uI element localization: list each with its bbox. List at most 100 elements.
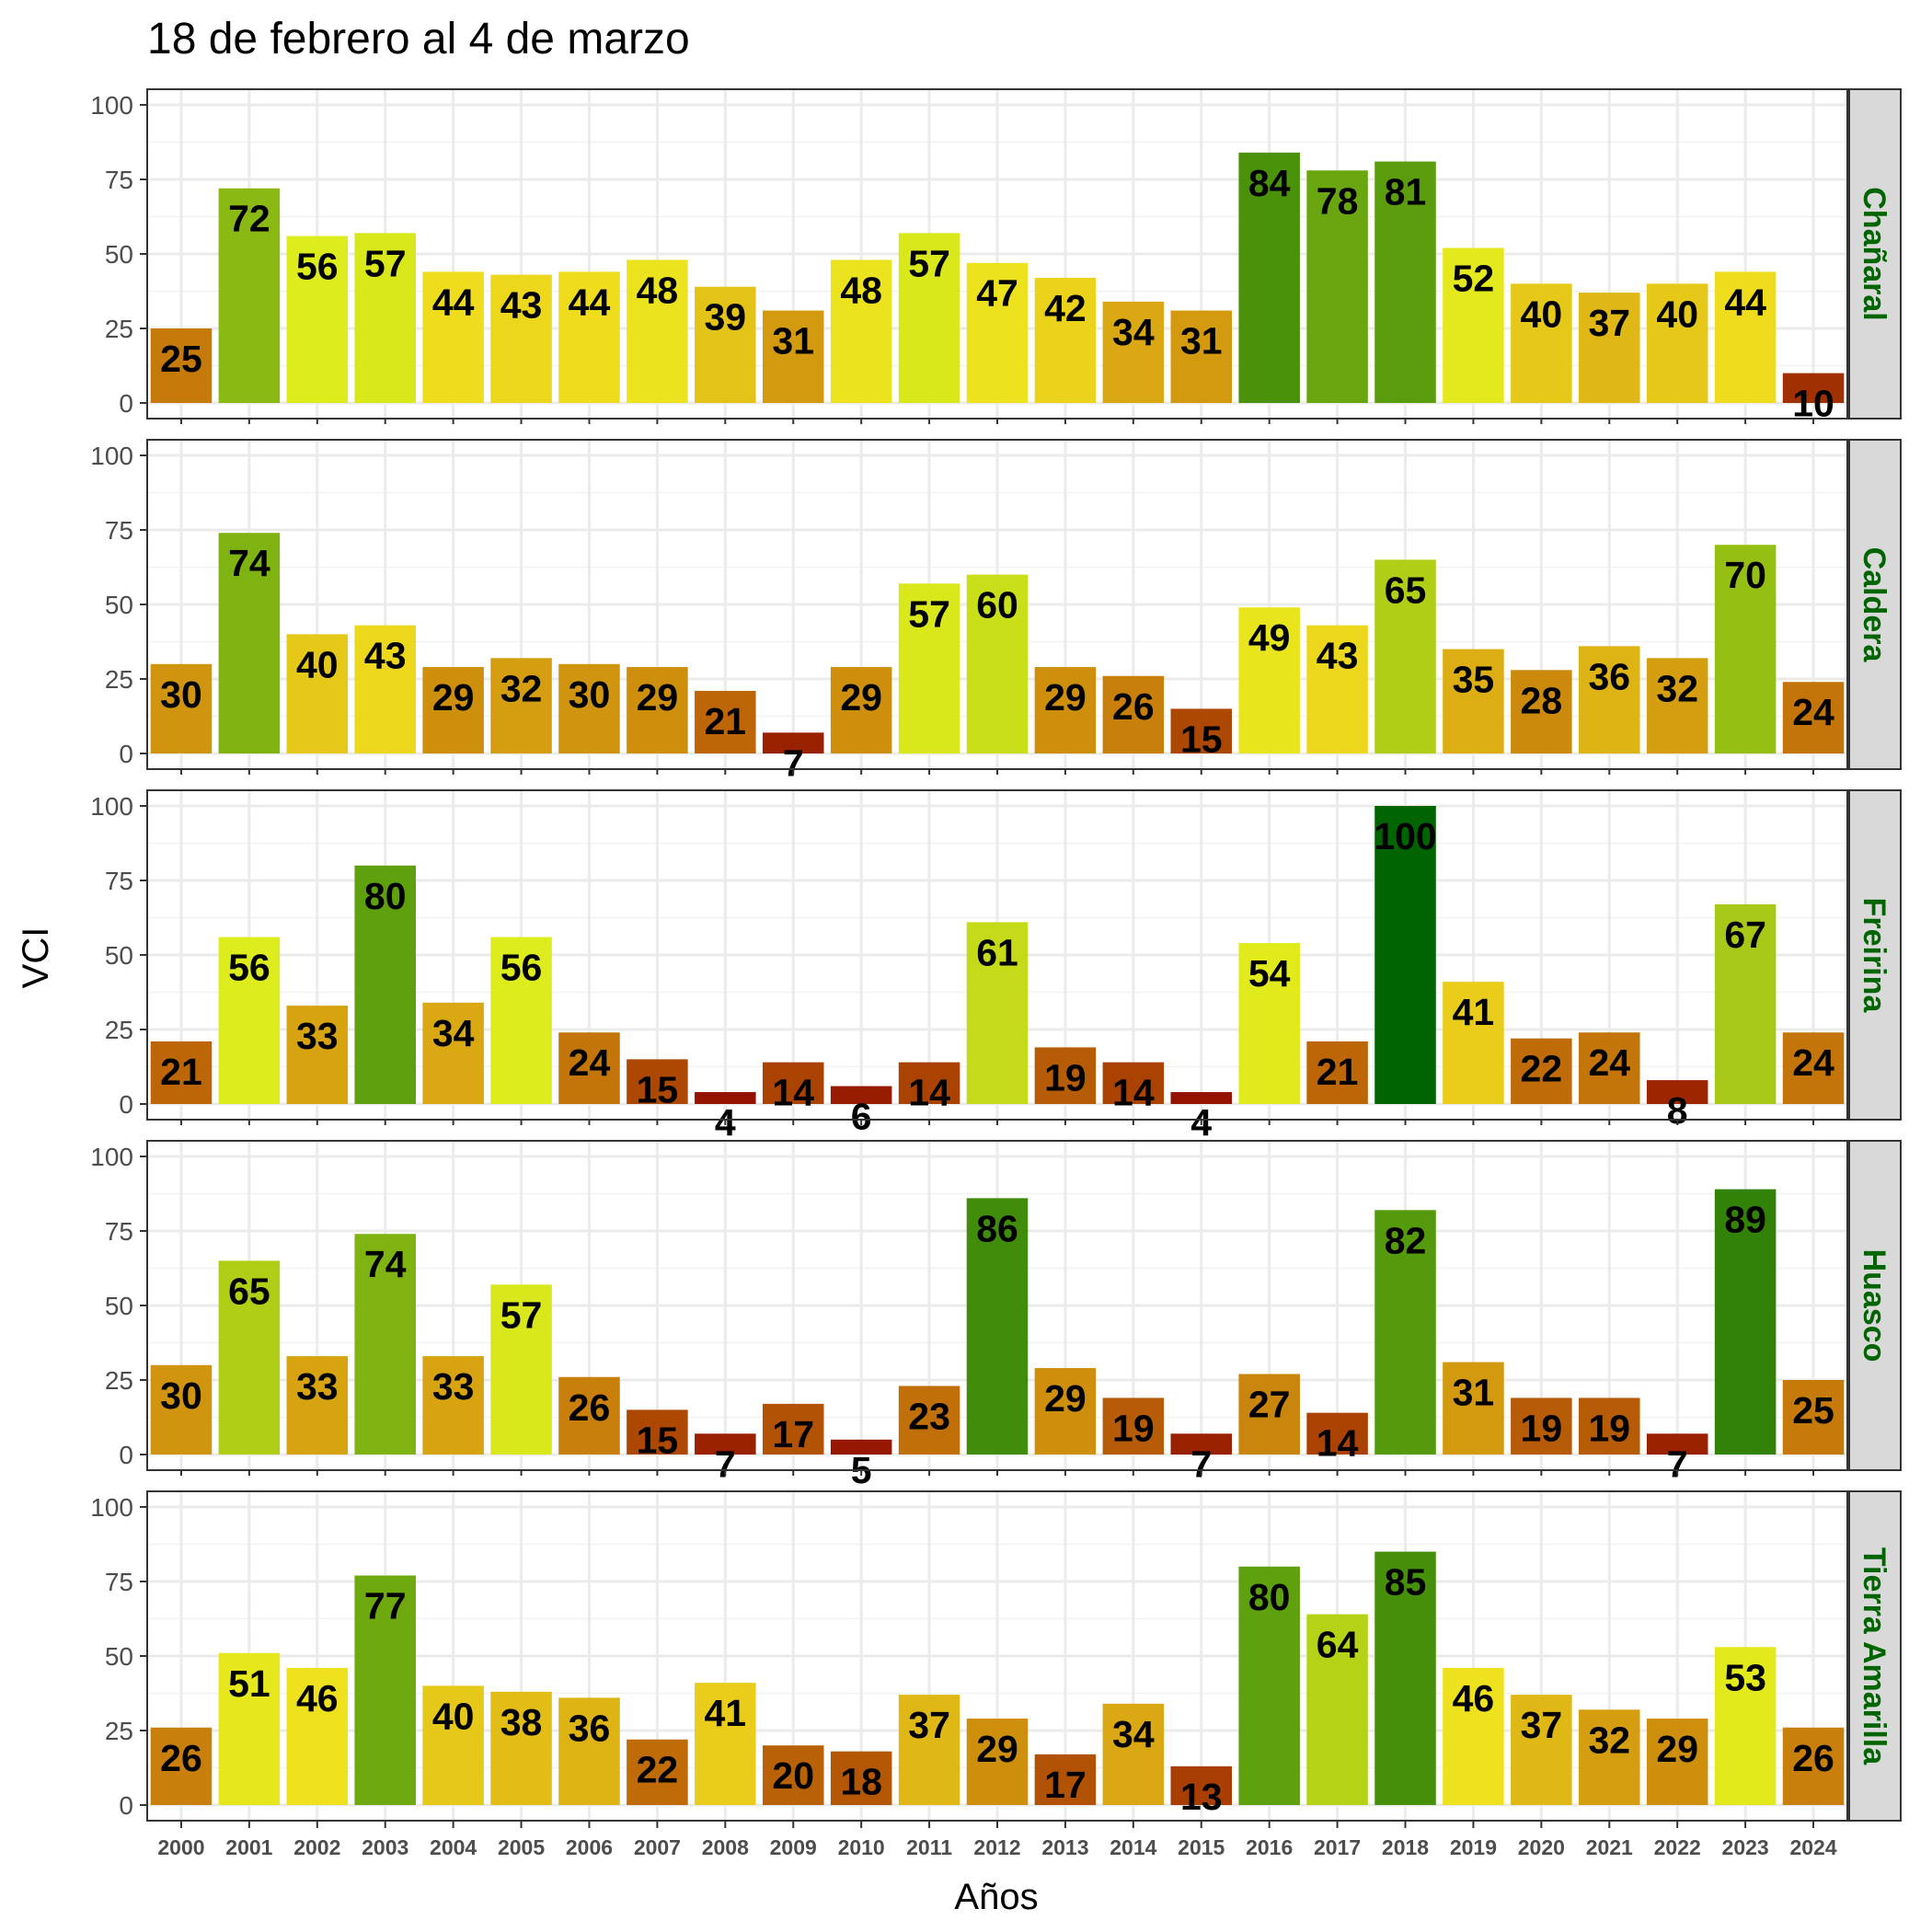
bar xyxy=(762,732,824,753)
bar-value-label: 26 xyxy=(160,1737,202,1779)
bar xyxy=(1714,1189,1777,1455)
facet-strip-label: Chañaral xyxy=(1857,187,1892,321)
bar-value-label: 21 xyxy=(705,700,747,742)
bar xyxy=(1034,1368,1097,1455)
bar xyxy=(422,271,484,403)
x-tick-label: 2002 xyxy=(293,1835,340,1859)
bar xyxy=(898,583,960,753)
bar xyxy=(1579,293,1640,403)
y-tick-label: 75 xyxy=(105,1568,133,1596)
bar-value-label: 21 xyxy=(160,1051,202,1093)
bar xyxy=(898,1386,960,1455)
bar-value-label: 56 xyxy=(500,947,543,989)
bar xyxy=(1443,982,1504,1104)
x-tick-label: 2018 xyxy=(1382,1835,1429,1859)
y-tick-label: 0 xyxy=(119,1791,133,1820)
bar xyxy=(1511,670,1572,753)
bar xyxy=(966,1719,1029,1805)
bar xyxy=(1646,1719,1708,1805)
bar-value-label: 39 xyxy=(705,296,747,339)
panel-1: 30 74 40 43 29 32 30 29 21 7 29 57 60 29 26 15 49 43 65 35 2… xyxy=(90,439,1902,784)
x-tick-label: 2011 xyxy=(906,1835,952,1859)
facet-strip xyxy=(1848,789,1902,1121)
x-tick-label: 2003 xyxy=(362,1835,408,1859)
bar xyxy=(218,1652,281,1805)
bar-value-label: 43 xyxy=(1317,635,1359,677)
bar xyxy=(1511,1397,1572,1455)
bar xyxy=(898,1695,960,1805)
bar-value-label: 57 xyxy=(908,592,950,635)
facet-strip xyxy=(1848,1490,1902,1822)
y-tick-label: 0 xyxy=(119,1441,133,1469)
bar-value-label: 13 xyxy=(1180,1776,1223,1818)
bar xyxy=(1306,625,1368,753)
bar-value-label: 89 xyxy=(1724,1199,1766,1241)
x-tick-label: 2013 xyxy=(1041,1835,1088,1859)
y-tick-label: 0 xyxy=(119,1090,133,1119)
bar xyxy=(1306,1412,1368,1455)
bar-value-label: 61 xyxy=(976,931,1018,973)
y-tick-label: 50 xyxy=(105,591,133,619)
panel-4: 26 51 46 77 40 38 36 22 41 20 18 37 29 17 34 13 80 64 85 46… xyxy=(90,1490,1902,1822)
bar xyxy=(1102,675,1165,753)
bar xyxy=(558,1032,620,1104)
facet-strip-label: Caldera xyxy=(1857,547,1892,663)
bar-value-label: 44 xyxy=(569,281,611,323)
bar xyxy=(1579,1397,1640,1455)
bar-value-label: 24 xyxy=(569,1041,611,1084)
bar-value-label: 8 xyxy=(1667,1089,1688,1132)
bar xyxy=(966,262,1029,403)
bar-value-label: 38 xyxy=(500,1701,543,1743)
x-tick-label: 2010 xyxy=(838,1835,885,1859)
bar-value-label: 40 xyxy=(432,1695,475,1737)
bar xyxy=(1102,1062,1165,1104)
bar xyxy=(286,1356,349,1455)
bar-value-label: 26 xyxy=(569,1386,611,1429)
bar xyxy=(490,1284,552,1455)
bar-value-label: 15 xyxy=(1180,718,1223,760)
bar-value-label: 20 xyxy=(772,1754,814,1797)
bar xyxy=(1782,1380,1845,1455)
bar xyxy=(1511,283,1572,403)
y-tick-label: 50 xyxy=(105,240,133,269)
bar xyxy=(1714,545,1777,753)
bar xyxy=(1034,1754,1097,1805)
bar-value-label: 29 xyxy=(1044,676,1087,719)
x-tick-label: 2022 xyxy=(1654,1835,1701,1859)
y-tick-label: 25 xyxy=(105,315,133,343)
bar-value-label: 24 xyxy=(1792,691,1834,733)
x-tick-label: 2021 xyxy=(1586,1835,1633,1859)
bar xyxy=(1782,682,1845,753)
bar xyxy=(1511,1695,1572,1805)
bar-value-label: 14 xyxy=(908,1072,950,1114)
bar xyxy=(150,1041,213,1104)
bar-value-label: 60 xyxy=(976,584,1018,627)
bar xyxy=(1102,1703,1165,1805)
bar-value-label: 70 xyxy=(1724,554,1766,596)
bar xyxy=(1374,1551,1436,1805)
bar xyxy=(830,1086,892,1104)
y-tick-label: 100 xyxy=(90,1493,133,1522)
bar-value-label: 29 xyxy=(1044,1377,1087,1420)
bar-value-label: 57 xyxy=(364,242,407,284)
bar-value-label: 30 xyxy=(160,673,202,716)
y-tick-label: 100 xyxy=(90,792,133,821)
facet-strip xyxy=(1848,88,1902,420)
bar-value-label: 23 xyxy=(908,1395,950,1437)
y-tick-label: 50 xyxy=(105,1292,133,1320)
bar-value-label: 15 xyxy=(637,1068,679,1110)
y-tick-label: 0 xyxy=(119,389,133,418)
bar-value-label: 31 xyxy=(1453,1372,1495,1414)
bar xyxy=(150,663,213,753)
bar xyxy=(1714,271,1777,403)
y-tick-label: 75 xyxy=(105,1217,133,1246)
bar-value-label: 22 xyxy=(1521,1048,1563,1090)
bar-value-label: 37 xyxy=(908,1704,950,1746)
bar-value-label: 80 xyxy=(1248,1576,1291,1618)
bar-value-label: 36 xyxy=(1588,655,1630,697)
bar-value-label: 32 xyxy=(500,667,543,709)
bar-value-label: 19 xyxy=(1112,1407,1155,1449)
y-tick-label: 50 xyxy=(105,941,133,970)
bar-value-label: 17 xyxy=(772,1413,814,1455)
